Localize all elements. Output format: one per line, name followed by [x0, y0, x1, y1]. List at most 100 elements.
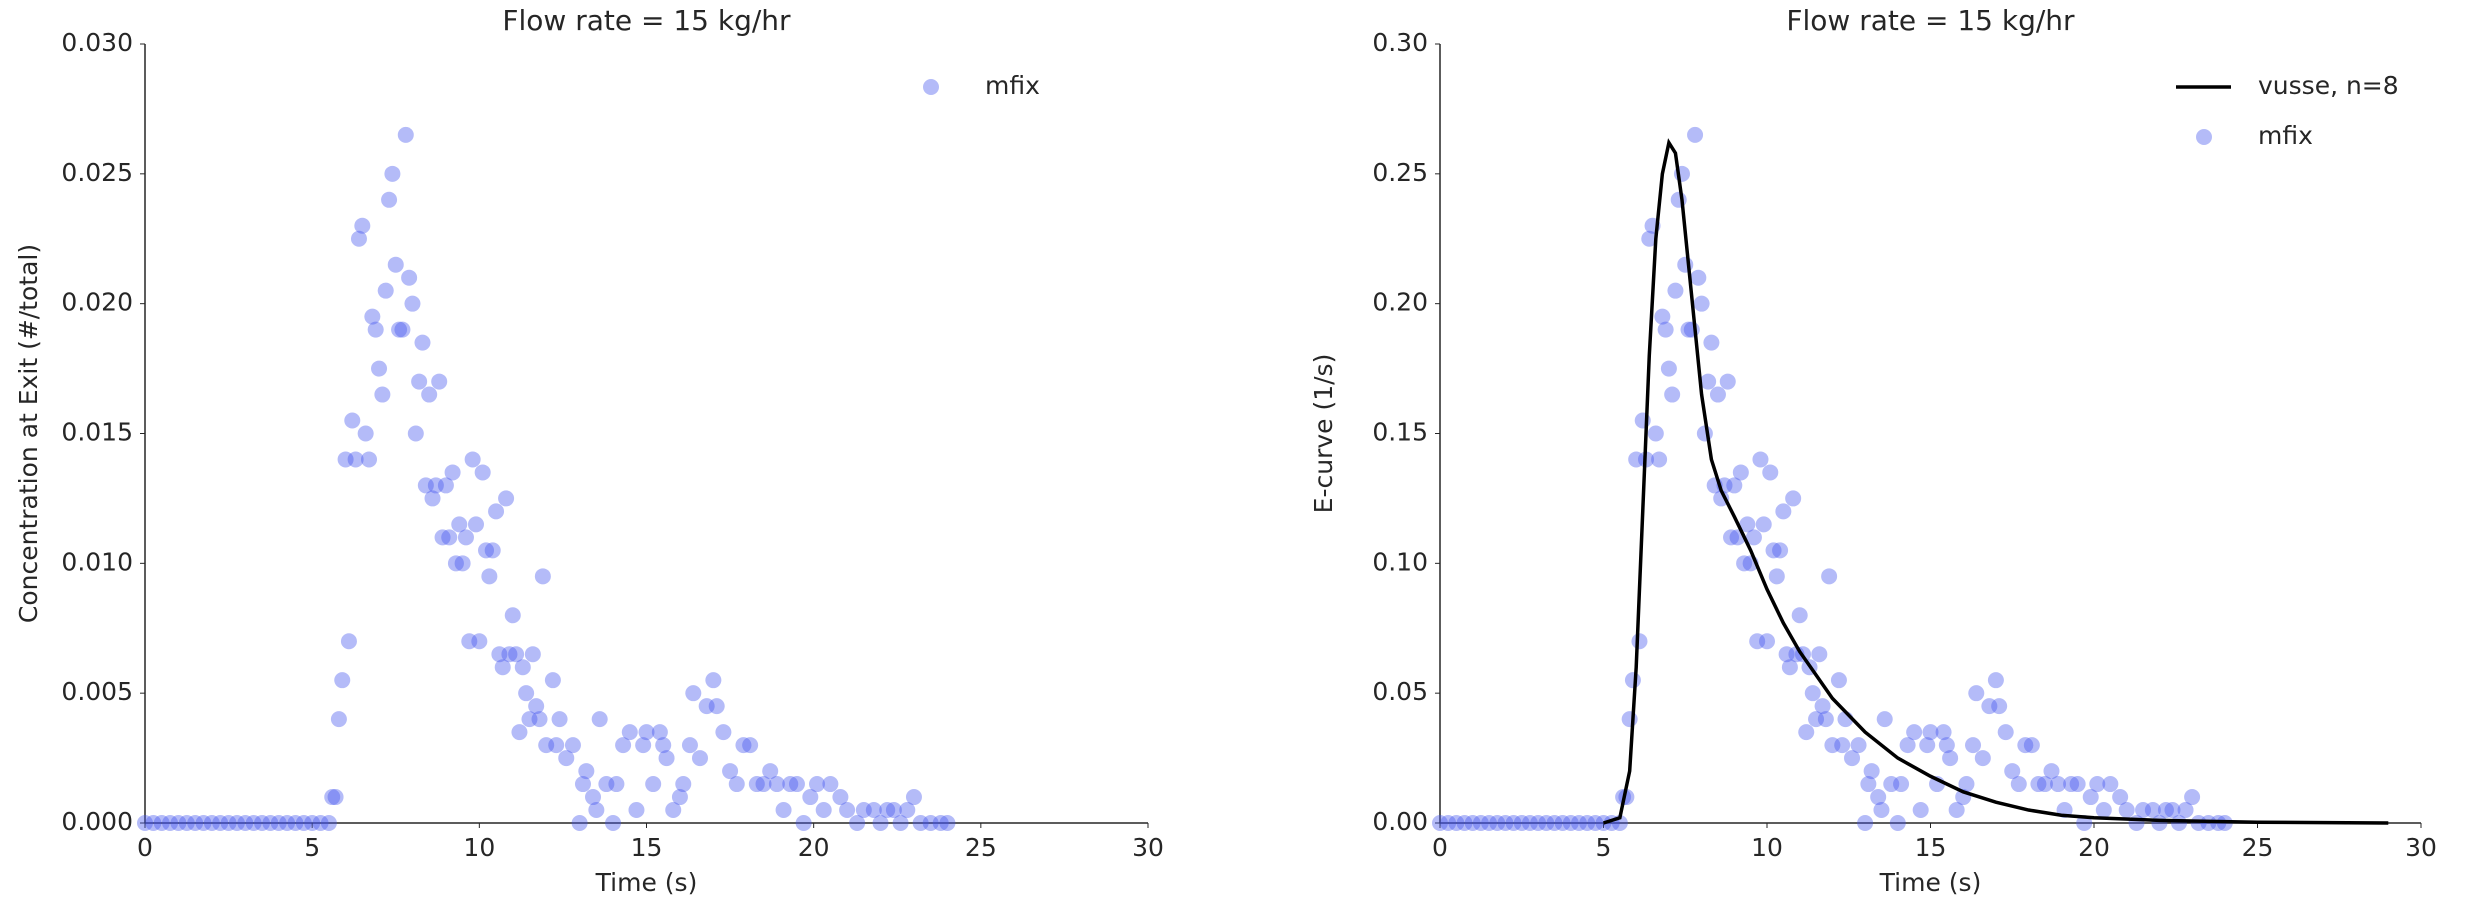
- x-tick-label: 15: [1915, 833, 1947, 862]
- y-tick-label: 0.30: [1372, 28, 1428, 57]
- data-point: [1824, 737, 1841, 754]
- data-point: [645, 776, 662, 793]
- data-point: [932, 815, 949, 831]
- data-point: [2164, 802, 2181, 819]
- data-point: [1974, 750, 1991, 767]
- x-tick-label: 20: [2078, 833, 2110, 862]
- data-point: [457, 529, 474, 546]
- data-point: [354, 217, 371, 234]
- data-point: [1660, 360, 1677, 377]
- data-point: [145, 815, 162, 831]
- data-point: [1808, 711, 1825, 728]
- data-point: [2184, 789, 2201, 806]
- data-point: [350, 230, 367, 247]
- data-point: [1906, 724, 1923, 741]
- data-point: [1857, 815, 1874, 831]
- y-tick-label: 0.010: [61, 547, 133, 576]
- data-point: [254, 815, 271, 831]
- data-point: [1448, 815, 1465, 831]
- data-point: [782, 776, 799, 793]
- data-point: [675, 776, 692, 793]
- data-point: [1817, 711, 1834, 728]
- data-point: [2190, 815, 2207, 831]
- data-point: [337, 451, 354, 468]
- data-point: [705, 672, 722, 689]
- data-line: [1602, 138, 2389, 825]
- data-point: [1530, 815, 1547, 831]
- data-point: [1732, 464, 1749, 481]
- data-point: [1749, 633, 1766, 650]
- data-point: [855, 802, 872, 819]
- data-point: [411, 373, 428, 390]
- data-point: [1631, 633, 1648, 650]
- data-point: [892, 815, 909, 831]
- data-point: [1922, 724, 1939, 741]
- data-point: [1703, 334, 1720, 351]
- data-point: [2157, 802, 2174, 819]
- data-point: [270, 815, 287, 831]
- data-point: [484, 542, 501, 559]
- data-point: [605, 815, 622, 831]
- data-point: [327, 789, 344, 806]
- data-point: [658, 750, 675, 767]
- data-point: [1683, 321, 1700, 338]
- data-point: [444, 464, 461, 481]
- data-point: [671, 789, 688, 806]
- data-point: [558, 750, 575, 767]
- data-point: [1830, 672, 1847, 689]
- data-point: [2118, 802, 2135, 819]
- data-point: [815, 802, 832, 819]
- data-point: [788, 776, 805, 793]
- data-point: [1546, 815, 1563, 831]
- data-point: [1814, 698, 1831, 715]
- data-point: [768, 776, 785, 793]
- data-point: [1899, 737, 1916, 754]
- data-point: [1667, 282, 1684, 299]
- data-point: [1700, 373, 1717, 390]
- data-point: [578, 763, 595, 780]
- y-tick-label: 0.015: [61, 418, 133, 447]
- data-point: [521, 711, 538, 728]
- data-point: [879, 802, 896, 819]
- data-point: [1554, 815, 1571, 831]
- data-point: [394, 321, 411, 338]
- data-point: [381, 191, 398, 208]
- data-point: [615, 737, 632, 754]
- data-point: [374, 386, 391, 403]
- data-point: [755, 776, 772, 793]
- data-point: [334, 672, 351, 689]
- data-point: [2030, 776, 2047, 793]
- data-point: [1958, 776, 1975, 793]
- data-point: [591, 711, 608, 728]
- x-tick-label: 30: [1132, 833, 1164, 862]
- data-point: [1850, 737, 1867, 754]
- data-point: [1505, 815, 1522, 831]
- data-point: [1481, 815, 1498, 831]
- data-point: [437, 477, 454, 494]
- x-tick-label: 25: [965, 833, 997, 862]
- data-point: [1912, 802, 1929, 819]
- data-point: [1657, 321, 1674, 338]
- data-point: [564, 737, 581, 754]
- data-point: [655, 737, 672, 754]
- data-point: [715, 724, 732, 741]
- data-point: [367, 321, 384, 338]
- data-point: [347, 451, 364, 468]
- data-point: [1497, 815, 1514, 831]
- data-point: [905, 789, 922, 806]
- legend-label: mfix: [2258, 121, 2313, 150]
- legend-label: vusse, n=8: [2258, 71, 2399, 100]
- data-point: [802, 789, 819, 806]
- data-point: [1472, 815, 1489, 831]
- data-point: [1521, 815, 1538, 831]
- data-point: [1651, 451, 1668, 468]
- data-point: [391, 321, 408, 338]
- data-point: [588, 802, 605, 819]
- y-tick-label: 0.00: [1372, 807, 1428, 836]
- data-point: [340, 633, 357, 650]
- data-point: [514, 659, 531, 676]
- x-tick-label: 10: [463, 833, 495, 862]
- y-tick-label: 0.020: [61, 288, 133, 317]
- data-point: [2082, 789, 2099, 806]
- data-point: [1775, 503, 1792, 520]
